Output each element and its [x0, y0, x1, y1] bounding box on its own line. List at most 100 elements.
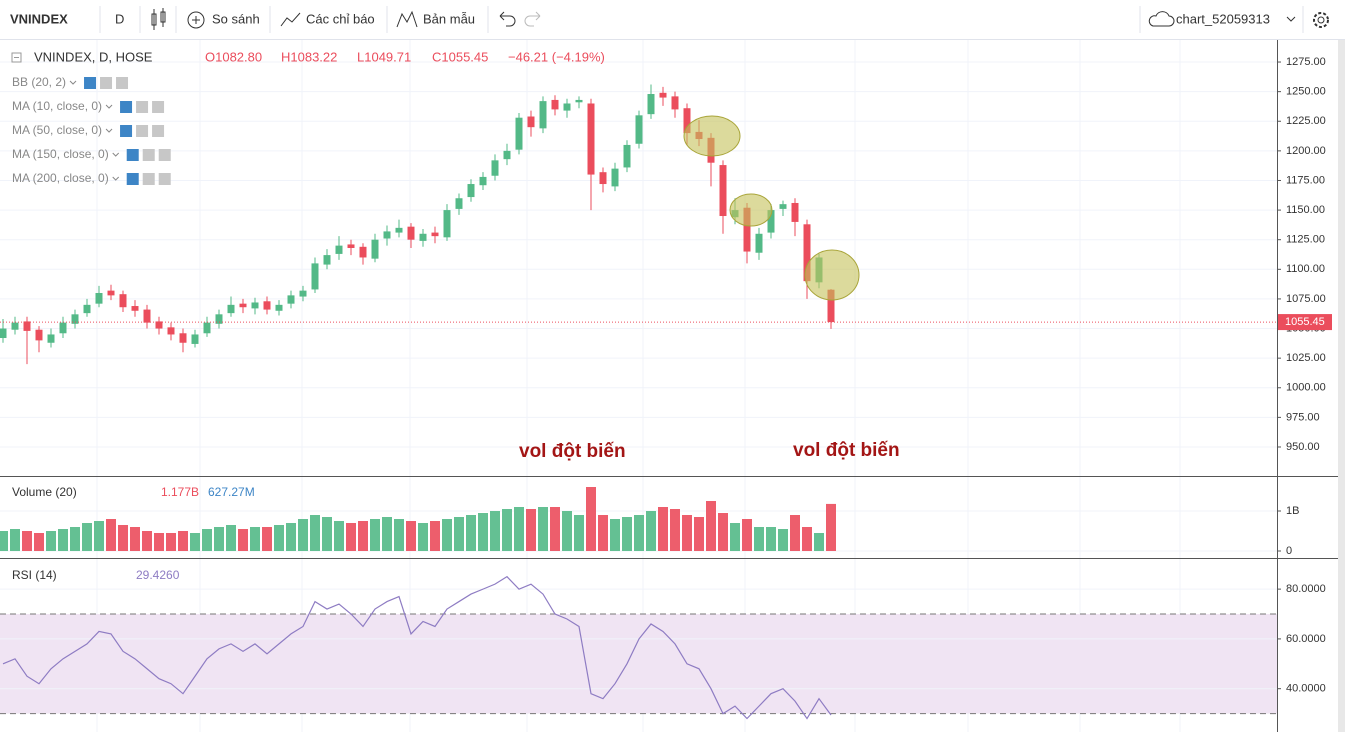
volume-bar [430, 521, 440, 551]
highlight-ellipse [729, 193, 773, 227]
volume-bar [790, 515, 800, 551]
indicators-button[interactable]: Các chỉ báo [306, 11, 375, 26]
indicator-button[interactable] [136, 101, 149, 113]
indicators-icon[interactable] [280, 12, 301, 27]
volume-bar [82, 523, 92, 551]
volume-bar [754, 527, 764, 551]
candle-body [563, 103, 571, 111]
candle-body [179, 333, 187, 343]
annotation: vol đột biến [519, 441, 626, 462]
rsi-band [0, 614, 1277, 714]
templates-icon[interactable] [396, 10, 418, 28]
compare-icon[interactable] [187, 11, 205, 29]
candle-body [143, 309, 151, 323]
volume-bar [346, 523, 356, 551]
volume-ma: 627.27M [208, 485, 255, 499]
volume-bar [658, 507, 668, 551]
candle-body [47, 334, 55, 343]
candle-body [215, 314, 223, 324]
symbol-button[interactable]: VNINDEX [10, 11, 68, 26]
indicator-button[interactable] [158, 173, 171, 185]
y-tick-label: 0 [1286, 545, 1292, 557]
indicator-button[interactable] [84, 77, 97, 89]
indicator-label: MA (200, close, 0) [12, 171, 109, 185]
settings-button[interactable] [1313, 12, 1329, 28]
volume-bar [598, 515, 608, 551]
volume-bar [826, 503, 836, 551]
volume-bar [214, 527, 224, 551]
candle-body [167, 327, 175, 335]
candle-body [119, 294, 127, 308]
volume-bar [262, 527, 272, 551]
y-tick-label: 975.00 [1286, 411, 1320, 423]
indicator-button[interactable] [116, 77, 129, 89]
indicator-label: MA (50, close, 0) [12, 123, 102, 137]
volume-bar [322, 517, 332, 551]
indicator-button[interactable] [152, 125, 165, 137]
indicator-button[interactable] [142, 173, 155, 185]
indicator-button[interactable] [136, 125, 149, 137]
volume-bar [610, 519, 620, 551]
volume-bar [130, 527, 140, 551]
volume-bar [478, 513, 488, 551]
volume-bar [622, 517, 632, 551]
candle-body [299, 290, 307, 297]
indicator-label: MA (150, close, 0) [12, 147, 109, 161]
indicator-button[interactable] [126, 149, 139, 161]
volume-bar [178, 531, 188, 551]
volume-title[interactable]: Volume (20) [12, 485, 77, 499]
candle-body [827, 289, 835, 323]
cloud-icon[interactable] [1148, 11, 1175, 27]
candle-body [11, 322, 19, 330]
candle-body [227, 304, 235, 314]
indicator-button[interactable] [152, 101, 165, 113]
templates-button[interactable]: Bản mẫu [423, 11, 475, 26]
volume-bar [562, 511, 572, 551]
indicator-button[interactable] [126, 173, 139, 185]
volume-bar [490, 511, 500, 551]
undo-button[interactable] [499, 11, 516, 27]
chart-type-icon[interactable] [151, 8, 166, 30]
y-tick-label: 1200.00 [1286, 145, 1326, 157]
candle-body [23, 321, 31, 331]
chart-name[interactable]: chart_52059313 [1176, 11, 1270, 26]
scrollbar[interactable] [1338, 40, 1345, 732]
legend-symbol[interactable]: VNINDEX, D, HOSE [34, 49, 153, 64]
rsi-title[interactable]: RSI (14) [12, 568, 57, 582]
candle-body [503, 150, 511, 160]
indicator-button[interactable] [142, 149, 155, 161]
collapse-button[interactable] [11, 52, 22, 63]
volume-bar [382, 517, 392, 551]
volume-bar [454, 517, 464, 551]
volume-bar [238, 529, 248, 551]
indicator-button[interactable] [120, 101, 133, 113]
volume-bar [742, 519, 752, 551]
volume-bar [106, 519, 116, 551]
volume-bar [190, 533, 200, 551]
volume-bar [166, 533, 176, 551]
volume-bar [334, 521, 344, 551]
volume-bar [226, 525, 236, 551]
volume-bar [394, 519, 404, 551]
y-tick-label: 1B [1286, 505, 1299, 517]
marks [0, 84, 1277, 720]
indicator-button[interactable] [100, 77, 113, 89]
indicator-button[interactable] [120, 125, 133, 137]
candle-body [671, 96, 679, 110]
candle-body [383, 231, 391, 239]
indicator-button[interactable] [158, 149, 171, 161]
compare-button[interactable]: So sánh [212, 11, 260, 26]
redo-button[interactable] [524, 11, 541, 27]
candle-body [479, 176, 487, 186]
volume-bar [10, 529, 20, 551]
volume-bar [94, 521, 104, 551]
y-tick-label: 1225.00 [1286, 115, 1326, 127]
volume-bar [706, 501, 716, 551]
candle-body [527, 116, 535, 128]
candle-body [59, 322, 67, 334]
candle-body [287, 295, 295, 304]
interval-button[interactable]: D [115, 11, 124, 26]
y-tick-label: 1175.00 [1286, 174, 1325, 186]
annotation: vol đột biến [793, 440, 900, 461]
volume-bar [502, 509, 512, 551]
